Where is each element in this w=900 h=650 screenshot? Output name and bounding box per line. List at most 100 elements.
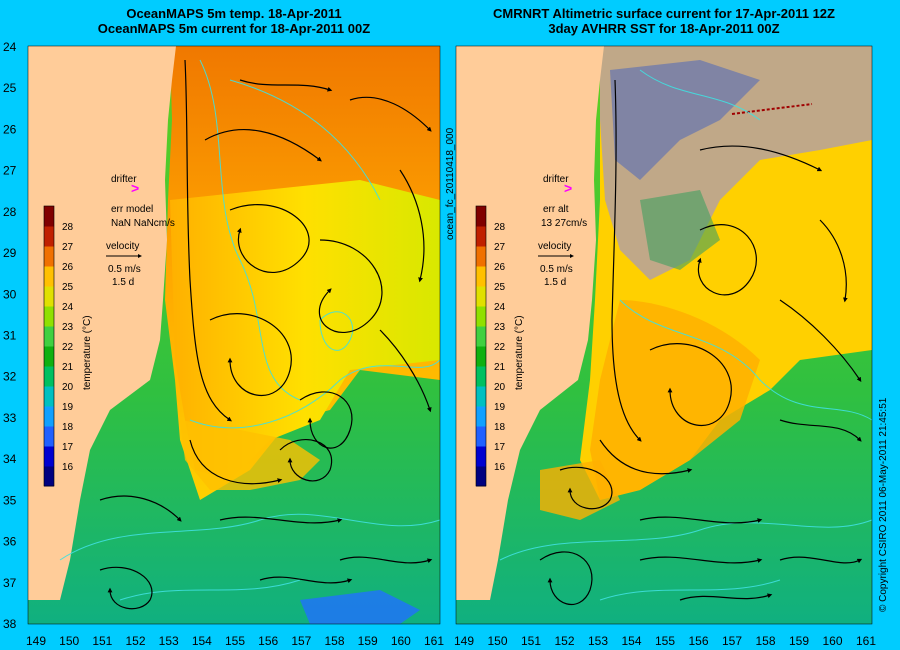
colorbar-tick-label: 22 [62,342,74,353]
colorbar-swatch [476,406,486,427]
colorbar-swatch [44,226,54,247]
colorbar-swatch [44,306,54,327]
colorbar-swatch [44,366,54,387]
x-tick-label: 151 [521,634,541,648]
x-tick-label: 158 [324,634,344,648]
colorbar-swatch [476,466,486,487]
y-tick-label: 24 [3,40,17,54]
colorbar-tick-label: 18 [62,422,74,433]
left-map: > 16 17 18 19 20 21 22 23 24 25 26 27 28 [27,45,441,625]
x-tick-label: 152 [554,634,574,648]
colorbar-tick-label: 20 [62,382,74,393]
right-drifter-label: drifter [543,174,569,185]
y-tick-label: 29 [3,246,17,260]
right-velocity-scale: 0.5 m/s [540,264,573,275]
x-tick-label: 160 [391,634,411,648]
colorbar-tick-label: 23 [62,322,74,333]
x-tick-label: 157 [722,634,742,648]
colorbar-swatch [476,246,486,267]
left-title-line2: OceanMAPS 5m current for 18-Apr-2011 00Z [97,21,371,36]
run-id-label: ocean_fc_20110418_000 [445,127,456,240]
colorbar-tick-label: 26 [494,262,506,273]
x-tick-label: 151 [92,634,112,648]
y-tick-label: 36 [3,535,17,549]
x-axis-labels-left: 149 150 151 152 153 154 155 156 157 158 159 160 161 [26,634,444,648]
x-tick-label: 155 [225,634,245,648]
colorbar-swatch [44,286,54,307]
x-tick-label: 161 [856,634,876,648]
x-tick-label: 161 [424,634,444,648]
colorbar-swatch [44,246,54,267]
y-tick-label: 30 [3,287,17,301]
left-colorbar-label: temperature (°C) [82,315,93,390]
colorbar-tick-label: 21 [62,362,74,373]
colorbar-tick-label: 27 [494,242,506,253]
x-tick-label: 160 [822,634,842,648]
colorbar-tick-label: 17 [62,442,74,453]
colorbar-swatch [476,226,486,247]
right-colorbar-label: temperature (°C) [514,315,525,390]
colorbar-swatch [476,286,486,307]
x-tick-label: 149 [454,634,474,648]
colorbar-tick-label: 16 [494,462,506,473]
colorbar-tick-label: 25 [62,282,74,293]
left-err-label: err model [111,204,153,215]
x-tick-label: 153 [159,634,179,648]
y-tick-label: 33 [3,411,17,425]
x-tick-label: 150 [59,634,79,648]
left-drifter-label: drifter [111,174,137,185]
x-tick-label: 159 [789,634,809,648]
y-tick-label: 37 [3,576,17,590]
colorbar-tick-label: 28 [494,222,506,233]
x-tick-label: 159 [358,634,378,648]
colorbar-tick-label: 26 [62,262,74,273]
right-err-label: err alt [543,204,569,215]
x-tick-label: 155 [655,634,675,648]
colorbar-swatch [476,326,486,347]
right-colorbar: 16 17 18 19 20 21 22 23 24 25 26 27 28 [475,205,506,487]
colorbar-tick-label: 21 [494,362,506,373]
colorbar-swatch [44,346,54,367]
left-velocity-time: 1.5 d [112,277,134,288]
colorbar-swatch [44,406,54,427]
colorbar-swatch [44,446,54,467]
colorbar-tick-label: 23 [494,322,506,333]
y-axis-labels: 24 25 26 27 28 29 30 31 32 33 34 35 36 37 38 [3,40,17,631]
copyright-label: © Copyright CSIRO 2011 06-May-2011 21:45… [878,397,889,612]
colorbar-swatch [44,386,54,407]
colorbar-swatch [476,346,486,367]
colorbar-swatch [476,206,486,227]
y-tick-label: 32 [3,370,17,384]
left-colorbar: 16 17 18 19 20 21 22 23 24 25 26 27 28 [43,205,74,487]
colorbar-swatch [44,466,54,487]
x-tick-label: 149 [26,634,46,648]
colorbar-tick-label: 27 [62,242,74,253]
right-title: CMRNRT Altimetric surface current for 17… [456,6,872,36]
colorbar-tick-label: 17 [494,442,506,453]
colorbar-swatch [44,326,54,347]
left-land [28,46,176,600]
colorbar-tick-label: 19 [62,402,74,413]
colorbar-swatch [476,306,486,327]
left-title: OceanMAPS 5m temp. 18-Apr-2011 OceanMAPS… [28,6,440,36]
y-tick-label: 35 [3,493,17,507]
colorbar-swatch [476,426,486,447]
y-tick-label: 38 [3,617,17,631]
x-tick-label: 158 [755,634,775,648]
x-tick-label: 156 [688,634,708,648]
x-tick-label: 154 [621,634,641,648]
colorbar-tick-label: 24 [62,302,74,313]
right-velocity-time: 1.5 d [544,277,566,288]
x-axis-labels-right: 149 150 151 152 153 154 155 156 157 158 159 160 161 [454,634,876,648]
x-tick-label: 157 [291,634,311,648]
x-tick-label: 152 [125,634,145,648]
right-title-line2: 3day AVHRR SST for 18-Apr-2011 00Z [548,21,780,36]
x-tick-label: 156 [258,634,278,648]
right-err-value: 13 27cm/s [541,218,587,229]
colorbar-tick-label: 28 [62,222,74,233]
x-tick-label: 153 [588,634,608,648]
left-drifter-marker: > [131,180,139,196]
right-land [456,46,604,600]
y-tick-label: 31 [3,329,17,343]
